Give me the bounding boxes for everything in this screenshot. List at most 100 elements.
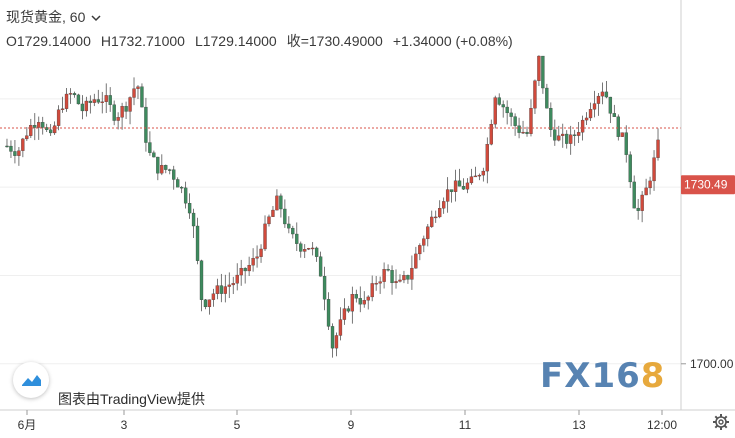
candle — [576, 132, 581, 136]
x-tick-label: 6月 — [18, 418, 37, 432]
candle — [33, 125, 37, 128]
candle — [243, 267, 247, 272]
candle — [116, 117, 120, 121]
candle — [41, 122, 45, 128]
candle — [378, 281, 382, 284]
candle — [580, 119, 585, 133]
candle — [557, 135, 561, 141]
candle — [259, 248, 263, 257]
candle — [529, 108, 533, 134]
candle — [497, 97, 501, 105]
candle — [342, 308, 347, 320]
candle — [112, 104, 116, 121]
candle — [366, 296, 370, 301]
candle — [128, 97, 132, 112]
candlestick-series — [5, 55, 660, 358]
time-axis: 6月 3 5 9 11 13 12:00 — [18, 410, 677, 432]
candle — [287, 223, 291, 229]
candle — [374, 283, 378, 285]
candle — [652, 157, 656, 182]
x-tick-label: 11 — [459, 418, 472, 432]
candle — [422, 238, 426, 246]
candle — [168, 169, 172, 171]
x-tick-label: 5 — [234, 418, 241, 432]
candle — [187, 203, 192, 214]
candle — [295, 233, 299, 244]
candle — [481, 170, 486, 176]
candle — [596, 95, 601, 104]
candle — [441, 201, 446, 209]
candle — [223, 286, 227, 294]
candle — [632, 181, 636, 209]
candle — [525, 131, 529, 134]
candle — [616, 116, 620, 137]
candle — [56, 109, 61, 126]
candle — [271, 209, 275, 217]
candle — [64, 93, 69, 109]
candle — [382, 269, 386, 282]
fx168-watermark: FX168 — [540, 356, 666, 396]
candle — [338, 319, 343, 336]
y-tick-label: 1700.00 — [690, 357, 734, 371]
chart-credit[interactable]: 图表由TradingView提供 — [58, 391, 206, 407]
candle — [21, 138, 25, 151]
candle — [37, 122, 41, 128]
gear-icon[interactable] — [712, 413, 730, 431]
candle — [199, 260, 204, 300]
candle — [505, 106, 509, 114]
symbol-name[interactable]: 现货黄金 — [6, 9, 62, 25]
candle — [624, 132, 628, 155]
candle — [330, 326, 335, 349]
candle — [310, 247, 315, 250]
candle — [449, 189, 454, 192]
candle — [231, 283, 235, 286]
candle — [45, 127, 49, 130]
interval-selector[interactable]: 60 — [69, 9, 86, 25]
candle — [386, 269, 390, 271]
candle — [477, 174, 482, 177]
candle — [84, 100, 89, 112]
candle — [72, 93, 77, 96]
candle — [533, 80, 537, 109]
candle — [414, 253, 418, 269]
close-value: 收=1730.49000 — [286, 33, 383, 49]
x-tick-label: 9 — [348, 418, 355, 432]
change-value: +1.34000 (+0.08%) — [392, 33, 513, 49]
candle — [211, 293, 216, 300]
candle — [172, 169, 176, 180]
candle — [465, 182, 470, 190]
candle — [132, 88, 136, 98]
candle — [493, 97, 497, 125]
candle — [648, 180, 652, 189]
candle — [640, 194, 644, 211]
candle — [219, 285, 224, 294]
candle — [108, 95, 112, 105]
candle — [247, 265, 251, 272]
candle — [517, 125, 521, 133]
candle — [215, 285, 220, 294]
candle — [136, 86, 140, 89]
candle — [207, 299, 212, 308]
high-value: H1732.71000 — [100, 33, 185, 49]
candle — [322, 276, 327, 300]
candle — [48, 129, 53, 134]
candle — [608, 96, 613, 114]
candle — [9, 145, 13, 152]
candle — [410, 267, 414, 280]
tradingview-logo-icon[interactable] — [13, 362, 49, 398]
candle — [179, 186, 184, 189]
ohlc-legend: O1729.14000 H1732.71000 L1729.14000 收=1730.… — [6, 31, 523, 51]
candle — [88, 100, 93, 103]
candle — [299, 243, 303, 252]
chevron-down-icon[interactable] — [91, 14, 101, 22]
candle — [176, 179, 180, 188]
candle — [561, 133, 565, 136]
candle — [584, 117, 589, 121]
candle — [164, 165, 168, 170]
candle — [92, 99, 96, 103]
candle — [553, 129, 557, 141]
candle — [438, 208, 442, 218]
candle — [235, 274, 239, 284]
candle — [318, 256, 323, 277]
